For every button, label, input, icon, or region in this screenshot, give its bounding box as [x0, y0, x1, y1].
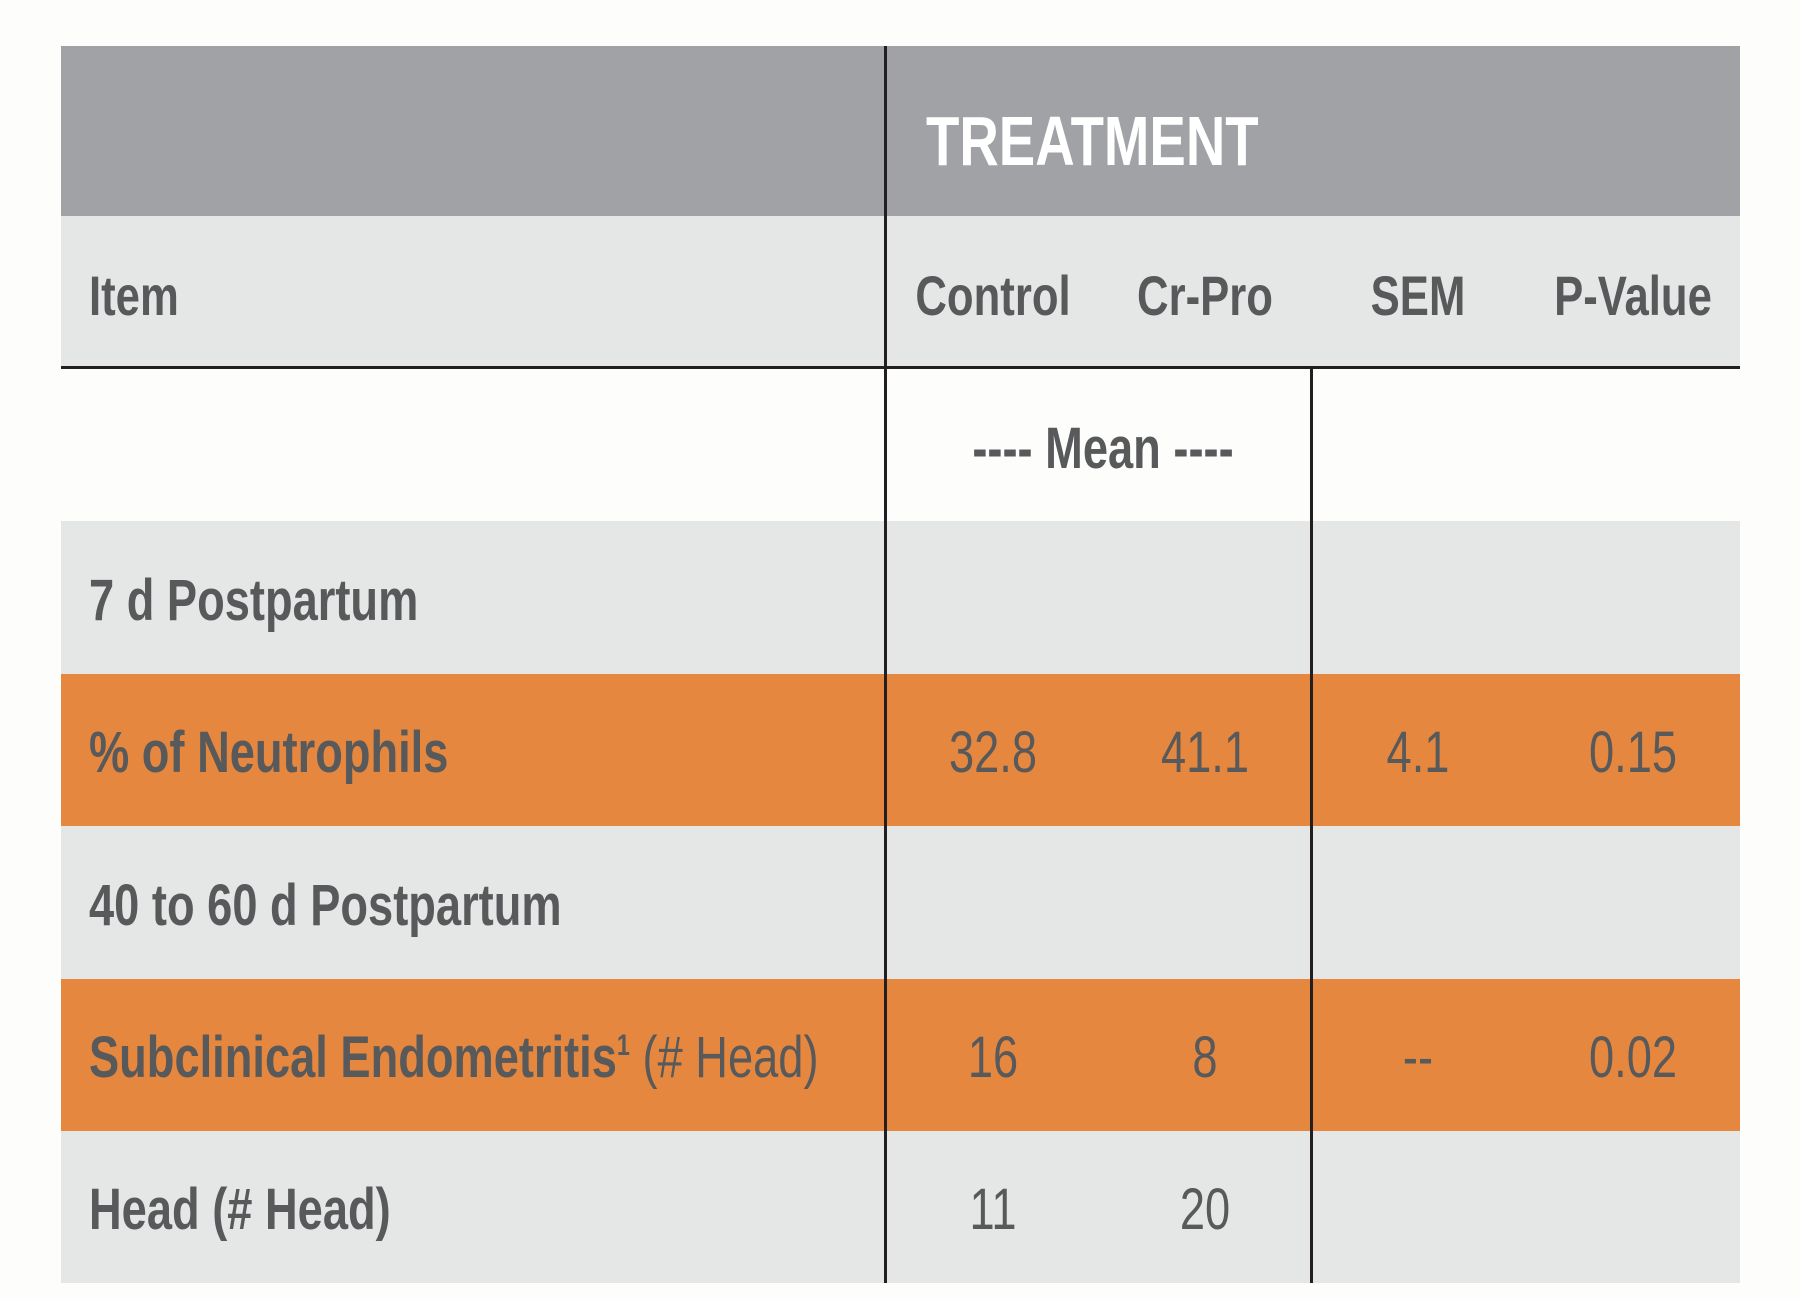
table-row [61, 979, 1740, 1131]
table-row [61, 674, 1740, 826]
cell-sem: -- [1402, 1025, 1434, 1090]
column-divider-item [884, 46, 887, 1283]
table-row [61, 1131, 1740, 1283]
row-label: 7 d Postpartum [89, 568, 419, 633]
column-header-band [61, 216, 1740, 366]
column-header-pvalue: P-Value [1554, 264, 1712, 327]
row-label: % of Neutrophils [89, 720, 449, 785]
row-label-main: Subclinical Endometritis [89, 1025, 617, 1090]
cell-crpro: 20 [1179, 1177, 1231, 1242]
units-row [61, 369, 1740, 521]
column-divider-mean [1310, 369, 1313, 1283]
column-header-control: Control [915, 264, 1071, 327]
cell-control: 32.8 [948, 720, 1038, 785]
row-label-endometritis: Subclinical Endometritis1 (# Head) [89, 1029, 819, 1087]
treatment-header-band [61, 46, 1740, 216]
table-row [61, 826, 1740, 979]
footnote-marker: 1 [616, 1029, 630, 1062]
cell-control: 16 [967, 1025, 1019, 1090]
table-row [61, 521, 1740, 674]
column-header-sem: SEM [1370, 264, 1466, 327]
cell-crpro: 8 [1192, 1025, 1218, 1090]
treatment-group-header: TREATMENT [926, 102, 1259, 180]
row-label-suffix: (# Head) [642, 1025, 819, 1090]
cell-crpro: 41.1 [1160, 720, 1250, 785]
cell-sem: 4.1 [1386, 720, 1450, 785]
row-label: 40 to 60 d Postpartum [89, 873, 562, 938]
row-label: Head (# Head) [89, 1177, 391, 1242]
units-label: ---- Mean ---- [972, 416, 1234, 481]
cell-pvalue: 0.02 [1588, 1025, 1678, 1090]
cell-pvalue: 0.15 [1588, 720, 1678, 785]
cell-control: 11 [969, 1177, 1017, 1242]
column-header-item: Item [89, 264, 179, 327]
column-header-crpro: Cr-Pro [1137, 264, 1273, 327]
header-rule [61, 366, 1740, 369]
data-table: TREATMENT Item Control Cr-Pro SEM P-Valu… [61, 46, 1740, 1283]
